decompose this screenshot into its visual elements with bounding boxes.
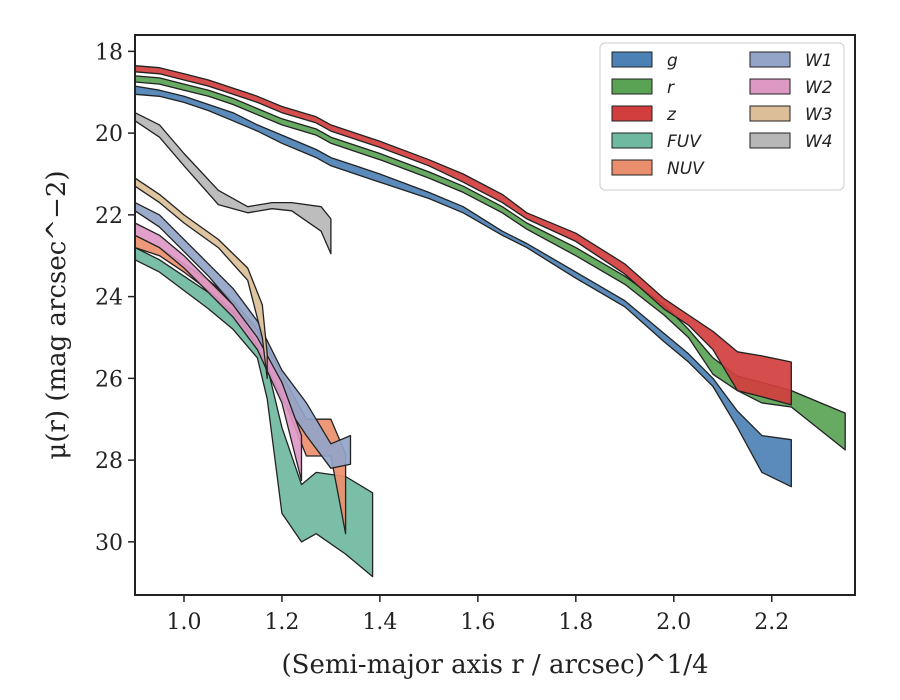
x-tick-label: 1.4: [362, 610, 397, 635]
legend-item-w4: W4: [749, 132, 833, 152]
band-w4: [134, 112, 332, 255]
legend-item-nuv: NUV: [611, 159, 705, 179]
legend-item-w2: W2: [749, 78, 833, 98]
legend-item-w1: W1: [749, 51, 833, 71]
y-axis-label: μ(r) (mag arcsec^−2): [42, 170, 72, 459]
band-g: [134, 85, 792, 488]
x-axis-ticks: 1.0 1.2 1.4 1.6 1.8 2.0 2.2: [166, 595, 789, 635]
x-tick-label: 1.0: [166, 610, 201, 635]
legend-label: W3: [805, 105, 833, 125]
x-tick-label: 2.0: [656, 610, 691, 635]
legend-label: W4: [805, 132, 833, 152]
legend-swatch: [611, 78, 653, 95]
legend-swatch: [611, 105, 653, 122]
legend-item-w3: W3: [749, 105, 833, 125]
x-axis-label: (Semi-major axis r / arcsec)^1/4: [281, 650, 708, 680]
legend-swatch: [749, 78, 791, 95]
y-tick-label: 30: [95, 531, 123, 556]
legend-label: NUV: [667, 159, 705, 179]
y-tick-label: 22: [95, 204, 123, 229]
y-tick-label: 28: [95, 449, 123, 474]
band-w3: [134, 177, 268, 380]
y-axis-ticks: 18 20 22 24 26 28 30: [95, 40, 135, 556]
band-w2: [134, 222, 303, 482]
band-z: [134, 65, 792, 406]
legend-label: g: [667, 51, 678, 71]
band-nuv: [134, 234, 347, 535]
band-r: [134, 75, 846, 451]
legend-item-fuv: FUV: [611, 132, 702, 152]
legend-swatch: [749, 51, 791, 68]
x-tick-label: 2.2: [754, 610, 789, 635]
legend-label: W2: [805, 78, 833, 98]
legend-item-r: r: [611, 78, 675, 98]
legend-item-z: z: [611, 105, 677, 125]
y-tick-label: 24: [95, 286, 123, 311]
x-tick-label: 1.2: [264, 610, 299, 635]
legend: grz FUV NUV W1 W2 W3 W4: [599, 42, 845, 191]
y-tick-label: 18: [95, 40, 123, 65]
band-w1: [134, 201, 352, 469]
legend-label: z: [666, 105, 677, 125]
legend-label: W1: [805, 51, 833, 71]
x-tick-label: 1.8: [558, 610, 593, 635]
y-tick-label: 26: [95, 367, 123, 392]
legend-swatch: [611, 159, 653, 176]
legend-swatch: [749, 105, 791, 122]
legend-label: FUV: [667, 132, 702, 152]
x-tick-label: 1.6: [460, 610, 495, 635]
legend-item-g: g: [611, 51, 678, 71]
legend-label: r: [667, 78, 675, 98]
legend-swatch: [611, 132, 653, 149]
profile-bands: [134, 65, 846, 578]
y-tick-label: 20: [95, 122, 123, 147]
legend-swatch: [749, 132, 791, 149]
legend-swatch: [611, 51, 653, 68]
plot-frame: [134, 34, 856, 596]
